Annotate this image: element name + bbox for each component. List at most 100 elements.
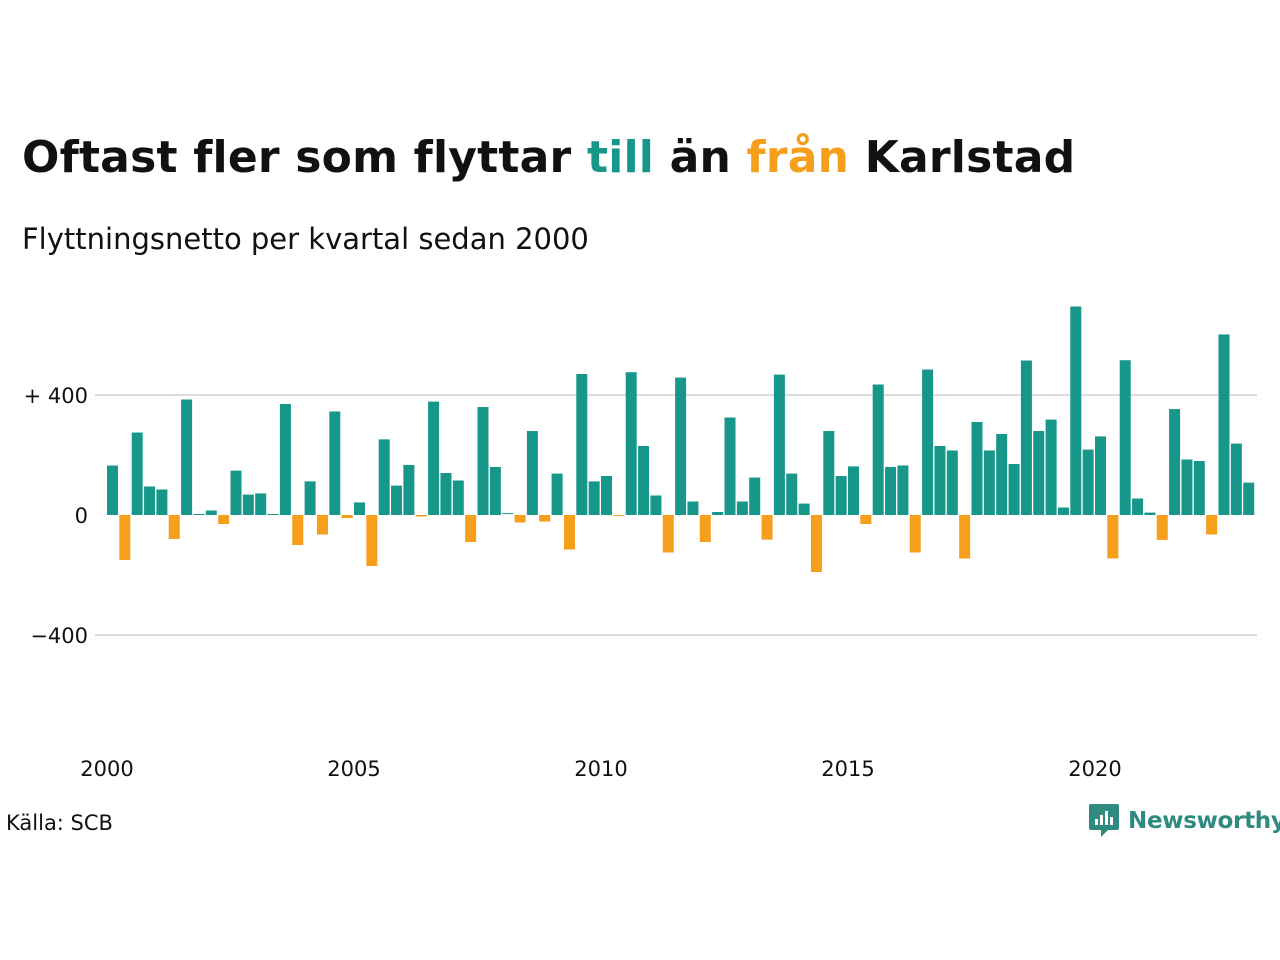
title-part-2: än [654, 132, 747, 183]
source-note: Källa: SCB [6, 811, 113, 835]
bar-2001K3 [181, 399, 193, 515]
bar-2002K3 [230, 470, 242, 515]
bar-2019K1 [1045, 419, 1057, 515]
bar-2021K2 [1156, 515, 1168, 540]
bar-2001K4 [193, 514, 205, 515]
bar-2006K1 [403, 464, 415, 515]
x-tick-label: 2010 [574, 757, 627, 781]
bar-2004K3 [329, 411, 341, 515]
bar-2002K1 [205, 510, 217, 515]
bar-2013K4 [786, 473, 798, 515]
bar-2008K4 [539, 515, 551, 522]
bar-2004K1 [304, 481, 316, 515]
title-part-1: Oftast fler som flyttar [22, 132, 587, 183]
bar-chart: + 400 0 −400 2000 2005 2010 2015 2020 [24, 306, 1257, 781]
bar-2020K2 [1107, 515, 1119, 559]
bar-2014K2 [810, 515, 822, 572]
bar-2020K1 [1095, 436, 1106, 515]
bar-2000K1 [107, 465, 118, 515]
bar-2016K3 [922, 369, 934, 515]
bar-2009K2 [563, 515, 575, 550]
bar-2011K4 [687, 501, 699, 515]
bar-2011K2 [662, 515, 674, 553]
bar-2008K1 [502, 513, 514, 515]
brand-name: Newsworthy [1128, 808, 1280, 834]
bar-2010K4 [638, 446, 650, 515]
bar-2001K2 [168, 515, 180, 539]
bar-2021K1 [1144, 512, 1156, 515]
bar-2010K1 [601, 476, 612, 515]
newsworthy-logo: Newsworthy [1088, 803, 1280, 839]
bar-2013K2 [761, 515, 773, 540]
bar-2002K2 [218, 515, 230, 524]
bar-2017K1 [946, 450, 958, 515]
bar-2002K4 [242, 494, 254, 515]
title-till-word: till [586, 132, 655, 183]
bar-2005K1 [354, 502, 365, 515]
bar-2013K3 [773, 374, 785, 515]
bar-2000K3 [131, 432, 143, 515]
bar-2006K3 [428, 401, 440, 515]
x-tick-label: 2000 [80, 757, 133, 781]
bar-2009K3 [576, 374, 588, 515]
bar-2006K4 [440, 473, 452, 515]
y-tick-label: −400 [30, 624, 88, 648]
x-axis-tick-labels: 2000 2005 2010 2015 2020 [80, 757, 1121, 781]
bar-2009K1 [551, 473, 563, 515]
bar-2010K3 [625, 372, 637, 515]
bar-2008K3 [526, 431, 538, 515]
bars [107, 306, 1255, 572]
bar-2016K2 [909, 515, 921, 553]
bar-2021K3 [1169, 409, 1181, 515]
bar-2016K1 [897, 465, 909, 515]
bar-2022K1 [1193, 461, 1205, 515]
x-tick-label: 2020 [1068, 757, 1121, 781]
bar-2022K3 [1218, 334, 1230, 515]
bar-2012K1 [699, 515, 711, 542]
bar-2020K4 [1132, 498, 1144, 515]
bar-2017K3 [971, 422, 983, 515]
title-fran-word: från [746, 132, 850, 183]
bar-2022K4 [1230, 443, 1242, 515]
bar-2012K4 [736, 501, 748, 515]
bar-2003K2 [267, 514, 279, 515]
bar-2023K1 [1243, 482, 1255, 515]
bar-2013K1 [749, 477, 761, 515]
bar-2003K4 [292, 515, 304, 545]
title-part-3: Karlstad [849, 132, 1076, 183]
bar-2015K2 [860, 515, 872, 524]
bar-2004K4 [341, 515, 353, 518]
x-tick-label: 2015 [821, 757, 874, 781]
bar-2007K2 [465, 515, 477, 542]
bar-2003K3 [279, 404, 291, 515]
bar-2015K1 [848, 466, 859, 515]
bar-2005K2 [366, 515, 378, 566]
bar-2005K3 [378, 439, 390, 515]
bar-2019K4 [1082, 449, 1094, 515]
chart-subtitle: Flyttningsnetto per kvartal sedan 2000 [22, 222, 589, 256]
bar-2019K2 [1057, 507, 1069, 515]
bar-2018K1 [996, 434, 1008, 515]
bar-2015K3 [872, 384, 884, 515]
bar-2018K3 [1020, 360, 1032, 515]
bar-2000K2 [119, 515, 131, 560]
bar-2000K4 [144, 486, 156, 515]
bar-2021K4 [1181, 459, 1193, 515]
bar-2017K4 [983, 450, 995, 515]
bar-2005K4 [391, 485, 403, 515]
bar-2022K2 [1206, 515, 1218, 535]
bar-2001K1 [156, 489, 168, 515]
bar-2017K2 [959, 515, 971, 559]
y-axis-tick-labels: + 400 0 −400 [24, 384, 88, 648]
bar-2003K1 [255, 493, 267, 515]
bar-2018K2 [1008, 464, 1020, 515]
bar-2011K3 [675, 377, 687, 515]
y-tick-label: + 400 [24, 384, 88, 408]
bar-2015K4 [885, 467, 897, 515]
y-tick-label: 0 [75, 504, 88, 528]
bar-2014K4 [835, 476, 847, 515]
bar-2010K2 [613, 515, 625, 516]
bar-2020K3 [1119, 360, 1131, 515]
bar-2011K1 [650, 495, 662, 515]
newsworthy-logo-icon [1089, 804, 1119, 837]
